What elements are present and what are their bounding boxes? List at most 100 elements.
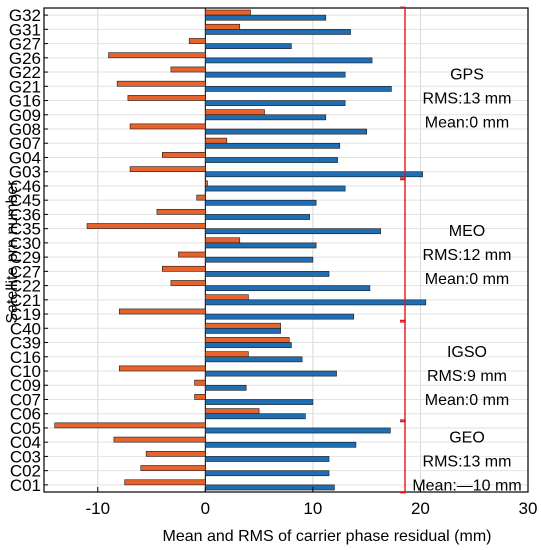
rms-bar <box>205 214 310 220</box>
x-tick-label: 20 <box>411 499 430 518</box>
y-tick-label: C29 <box>10 248 41 267</box>
x-tick-label: -10 <box>85 499 110 518</box>
group-name: GPS <box>450 66 484 83</box>
rms-bar <box>205 327 281 334</box>
y-tick-label: C27 <box>10 262 41 281</box>
y-tick-label: C07 <box>10 390 41 409</box>
y-tick-label: G26 <box>9 49 41 68</box>
rms-bar <box>205 299 427 306</box>
rms-bar <box>205 185 346 192</box>
y-tick-label: C03 <box>10 447 41 466</box>
y-tick-label: C19 <box>10 305 41 324</box>
mean-bar <box>129 166 206 173</box>
group-name: MEO <box>449 223 485 240</box>
y-tick-label: C10 <box>10 362 41 381</box>
group-mean: Mean:0 mm <box>425 271 509 288</box>
y-tick-label: C36 <box>10 205 41 224</box>
y-tick-label: G32 <box>9 6 41 25</box>
y-tick-label: G27 <box>9 35 41 54</box>
y-tick-label: G07 <box>9 134 41 153</box>
y-tick-label: C30 <box>10 234 41 253</box>
rms-bar <box>205 413 306 420</box>
mean-bar <box>54 422 206 429</box>
y-tick-label: G31 <box>9 20 41 39</box>
mean-bar <box>156 208 206 215</box>
y-tick-label: G08 <box>9 120 41 139</box>
y-tick-label: C09 <box>10 376 41 395</box>
plot-frame <box>43 7 529 493</box>
mean-bar <box>162 152 206 158</box>
mean-bar <box>170 66 206 73</box>
mean-bar <box>196 194 206 201</box>
rms-bar <box>205 199 317 206</box>
y-tick-label: C06 <box>10 405 41 424</box>
mean-bar <box>124 479 206 486</box>
group-mean: Mean:0 mm <box>425 392 509 409</box>
y-tick-label: G04 <box>9 148 41 167</box>
y-tick-label: C22 <box>10 277 41 296</box>
mean-bar <box>188 38 206 44</box>
y-tick-label: C01 <box>10 476 41 495</box>
mean-bar <box>205 294 249 301</box>
rms-bar <box>205 85 392 92</box>
mean-bar <box>118 365 206 372</box>
group-mean: Mean:0 mm <box>425 114 509 131</box>
group-name: IGSO <box>447 344 487 361</box>
mean-bar <box>86 223 206 229</box>
mean-bar <box>205 351 249 358</box>
group-rms: RMS:13 mm <box>423 90 512 107</box>
y-tick-label: C02 <box>10 462 41 481</box>
group-rms: RMS:13 mm <box>423 453 512 470</box>
x-axis-label: Mean and RMS of carrier phase residual (… <box>162 528 491 545</box>
y-tick-label: G22 <box>9 63 41 82</box>
mean-bar <box>205 337 290 343</box>
rms-bar <box>205 157 338 163</box>
y-tick-label: G03 <box>9 163 41 182</box>
x-tick-label: 0 <box>201 499 210 518</box>
mean-bar <box>194 379 206 386</box>
mean-bar <box>162 265 206 272</box>
rms-bar <box>205 384 247 391</box>
mean-bar <box>118 308 206 315</box>
mean-bar <box>145 450 206 457</box>
rms-bar <box>205 228 381 235</box>
mean-bar <box>129 123 206 130</box>
rms-bar <box>205 128 367 135</box>
mean-bar <box>116 80 206 87</box>
rms-bar <box>205 171 423 178</box>
mean-bar <box>205 9 251 16</box>
rms-bar <box>205 399 314 405</box>
rms-bar <box>205 484 335 491</box>
y-tick-label: C40 <box>10 319 41 338</box>
mean-bar <box>205 180 208 187</box>
rms-bar <box>205 71 346 78</box>
mean-bar <box>205 322 281 329</box>
rms-bar <box>205 370 337 377</box>
rms-bar <box>205 342 292 348</box>
rms-bar <box>205 427 391 434</box>
mean-bar <box>205 23 241 30</box>
group-bracket <box>400 319 406 423</box>
y-axis-label: Satellite prn number <box>4 180 21 324</box>
y-tick-label: C35 <box>10 220 41 239</box>
mean-bar <box>140 465 206 471</box>
rms-bar <box>205 100 346 106</box>
group-rms: RMS:9 mm <box>427 368 507 385</box>
mean-bar <box>205 137 228 144</box>
x-tick-label: 30 <box>519 499 538 518</box>
rms-bar <box>205 271 330 277</box>
group-annotation: GPS RMS:13 mm Mean:0 mm <box>400 6 512 181</box>
mean-bar <box>127 95 206 101</box>
x-tick-label: 10 <box>303 499 322 518</box>
mean-bar <box>178 251 206 258</box>
rms-bar <box>205 456 330 462</box>
group-annotation: IGSO RMS:9 mm Mean:0 mm <box>400 319 509 423</box>
group-annotations: GPS RMS:13 mm Mean:0 mm MEO RMS:12 mm Mean:0 … <box>400 6 522 494</box>
rms-bar <box>205 43 292 50</box>
rms-bar <box>205 470 330 477</box>
y-tick-label: C39 <box>10 334 41 353</box>
group-bracket <box>400 6 406 181</box>
group-mean: Mean:—10 mm <box>412 477 521 494</box>
rms-bar <box>205 29 351 35</box>
